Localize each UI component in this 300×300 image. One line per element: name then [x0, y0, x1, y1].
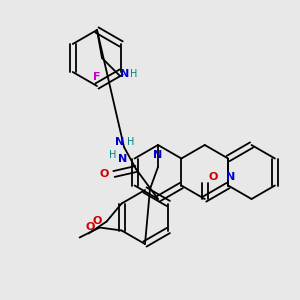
Text: N: N: [118, 154, 127, 164]
Text: O: O: [93, 217, 102, 226]
Text: H: H: [109, 149, 116, 160]
Text: N: N: [116, 137, 124, 147]
Text: N: N: [153, 150, 163, 160]
Text: H: H: [130, 69, 138, 79]
Text: N: N: [226, 172, 235, 182]
Text: H: H: [127, 137, 135, 147]
Text: O: O: [86, 223, 95, 232]
Text: N: N: [120, 69, 130, 79]
Text: O: O: [208, 172, 218, 182]
Text: F: F: [93, 72, 101, 82]
Text: O: O: [99, 169, 109, 179]
